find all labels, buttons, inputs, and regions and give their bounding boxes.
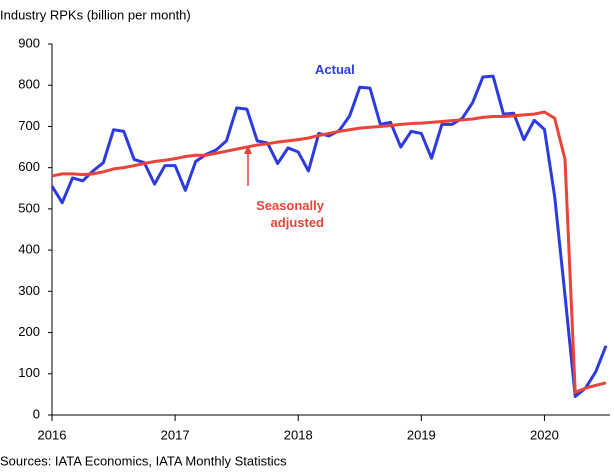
y-axis-label: Industry RPKs (billion per month) [0,7,191,22]
y-tick-label: 600 [18,159,40,174]
series-line [51,110,607,394]
x-tick-label: 2020 [530,427,559,442]
y-tick-label: 0 [33,406,40,421]
y-tick-label: 700 [18,118,40,133]
y-tick-label: 900 [18,35,40,50]
y-tick-label: 100 [18,365,40,380]
x-tick-label: 2019 [407,427,436,442]
actual-label: Actual [315,62,355,77]
y-tick-label: 300 [18,283,40,298]
x-tick-label: 2016 [38,427,67,442]
y-tick-label: 800 [18,77,40,92]
x-tick-label: 2018 [284,427,313,442]
sa-label: Seasonally adjusted [256,198,324,230]
x-tick-label: 2017 [161,427,190,442]
y-tick-label: 200 [18,324,40,339]
arrow-head [244,145,252,154]
series-line [50,74,608,398]
y-tick-label: 400 [18,242,40,257]
y-tick-label: 500 [18,200,40,215]
source: Sources: IATA Economics, IATA Monthly St… [0,453,287,468]
